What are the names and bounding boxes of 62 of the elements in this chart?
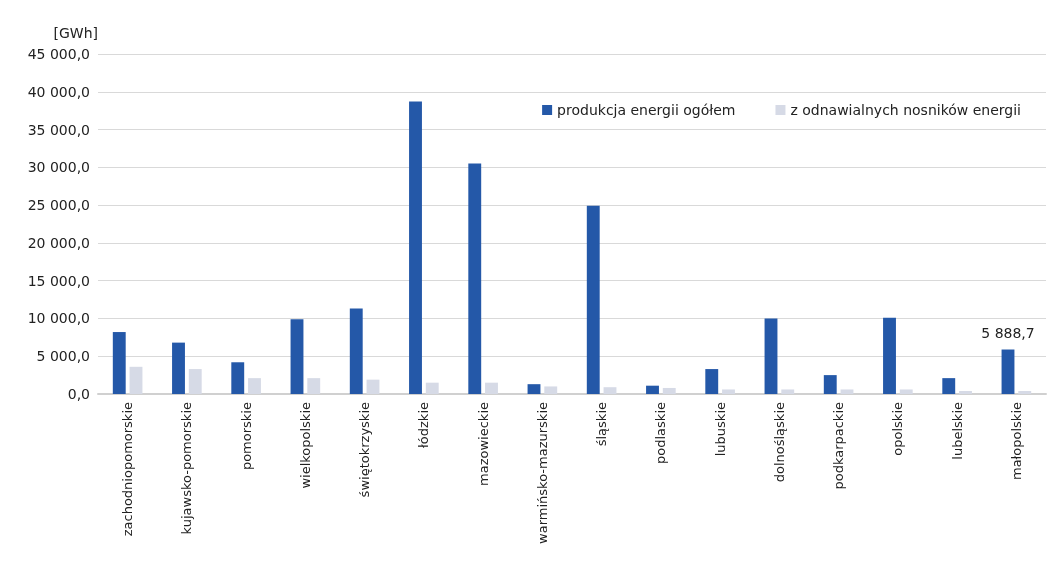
bar [1018,390,1032,394]
x-tick-label: zachodniopomorskie [120,402,136,537]
bar [840,389,854,394]
x-tick-label: lubelskie [949,402,965,460]
bar [188,369,202,394]
bar [129,366,143,394]
y-axis-title: [GWh] [53,25,98,41]
bar [646,385,659,394]
x-tick-label: dolnośląskie [771,402,787,483]
x-tick-label: podkarpackie [831,402,847,490]
bar [662,387,676,394]
y-tick-label: 15 000,0 [27,272,90,289]
x-tick-label: kujawsko-pomorskie [179,402,195,535]
y-tick-label: 40 000,0 [27,83,90,100]
bar [409,101,422,394]
y-tick-label: 10 000,0 [27,310,90,327]
x-tick-label: świętokrzyskie [357,402,373,498]
bar [468,163,482,394]
bar [705,369,719,394]
y-tick-label: 25 000,0 [27,197,90,214]
y-tick-label: 5 000,0 [36,348,90,365]
bar [603,387,617,394]
bar [883,317,896,394]
x-tick-label: śląskie [594,402,610,447]
legend-label: produkcja energii ogółem [557,102,736,118]
bar [425,382,439,394]
y-tick-label: 20 000,0 [27,234,90,251]
bar [942,378,956,394]
bar [172,342,185,394]
y-tick-label: 45 000,0 [27,46,90,62]
x-tick-label: podlaskie [653,402,669,464]
bar [231,362,245,394]
bar [823,375,837,394]
x-tick-label: małopolskie [1008,402,1024,481]
x-tick-label: pomorskie [238,402,254,471]
bar [764,318,778,394]
x-tick-label: warmińsko-mazurskie [534,402,550,544]
x-tick-label: opolskie [890,402,906,456]
bar [722,389,735,394]
x-tick-label: wielkopolskie [297,402,313,489]
bar [1001,349,1015,394]
bar [290,319,304,394]
bar [544,386,558,394]
bar [527,384,541,394]
bar [781,389,795,394]
bar [899,389,913,394]
x-tick-label: łódzkie [416,402,432,448]
bar [959,390,972,394]
y-tick-label: 30 000,0 [27,159,90,176]
data-label: 5 888,7 [981,324,1035,341]
bar [248,378,261,394]
bar [485,382,498,394]
y-tick-label: 0,0 [67,386,90,402]
legend-label: z odnawialnych nosników energii [790,102,1022,118]
x-tick-label: mazowieckie [475,402,491,486]
bar [349,308,363,394]
x-tick-label: lubuskie [712,402,728,457]
bar [112,332,126,394]
bar [366,379,380,394]
bar [307,378,321,394]
y-tick-label: 35 000,0 [27,121,90,138]
bar [586,205,600,394]
